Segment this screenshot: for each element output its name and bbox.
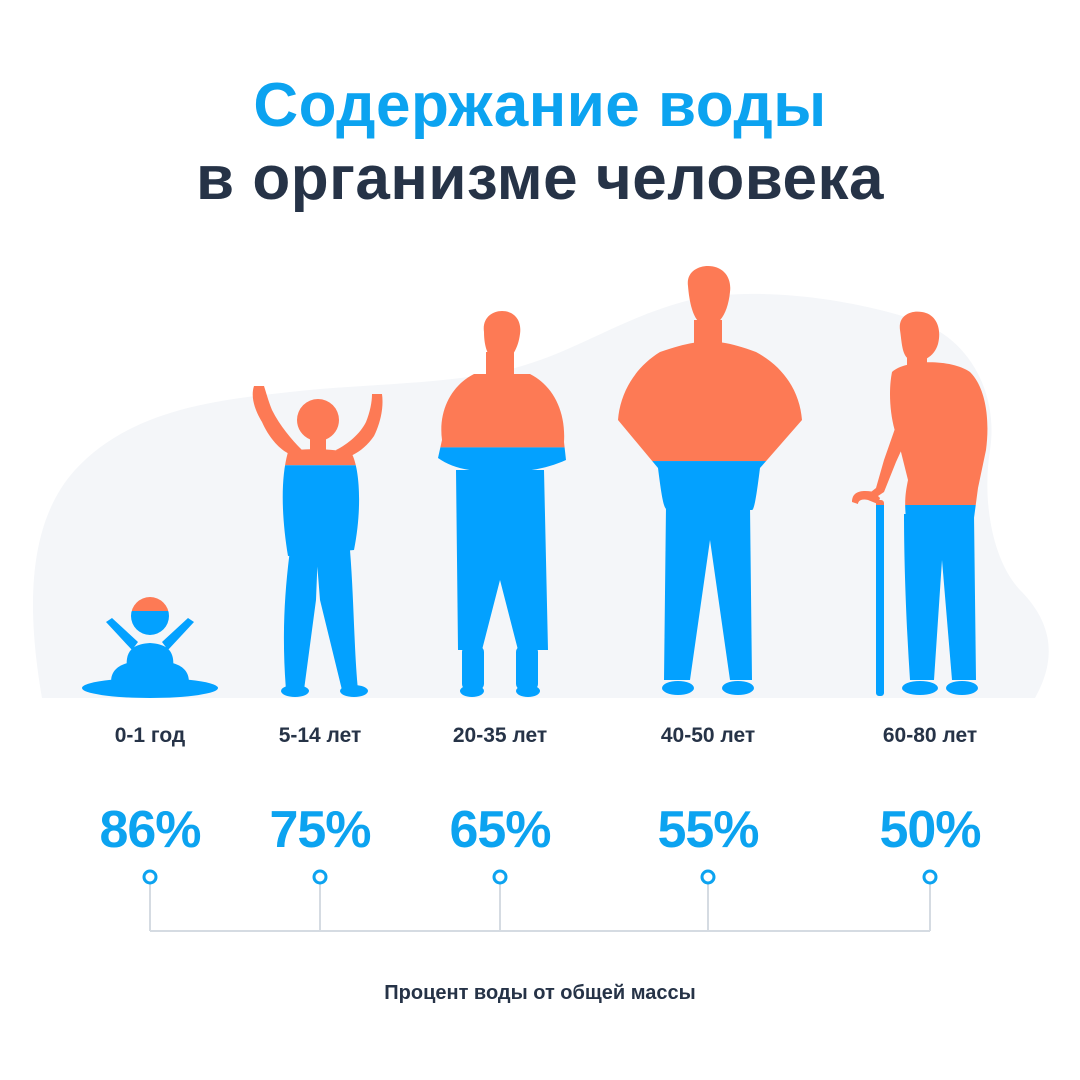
age-label-60-80: 60-80 лет [882,724,978,747]
axis-marker-5-14 [312,869,328,885]
axis-marker-0-1 [142,869,158,885]
axis-caption: Процент воды от общей массы [384,982,696,1004]
axis-marker-20-35 [492,869,508,885]
percent-label-5-14: 75% [269,801,371,859]
percent-label-0-1: 86% [99,801,201,859]
axis-marker-60-80 [922,869,938,885]
percent-label-40-50: 55% [657,801,759,859]
axis-layer [142,869,938,932]
age-label-20-35: 20-35 лет [452,724,548,747]
age-label-5-14: 5-14 лет [278,724,362,747]
axis-marker-40-50 [700,869,716,885]
chart-title-line-2: в организме человека [195,144,884,213]
chart-title-line-1: Содержание воды [253,71,827,140]
percent-label-60-80: 50% [879,801,981,859]
age-label-40-50: 40-50 лет [660,724,756,747]
percent-label-20-35: 65% [449,801,551,859]
age-label-0-1: 0-1 год [114,724,186,747]
